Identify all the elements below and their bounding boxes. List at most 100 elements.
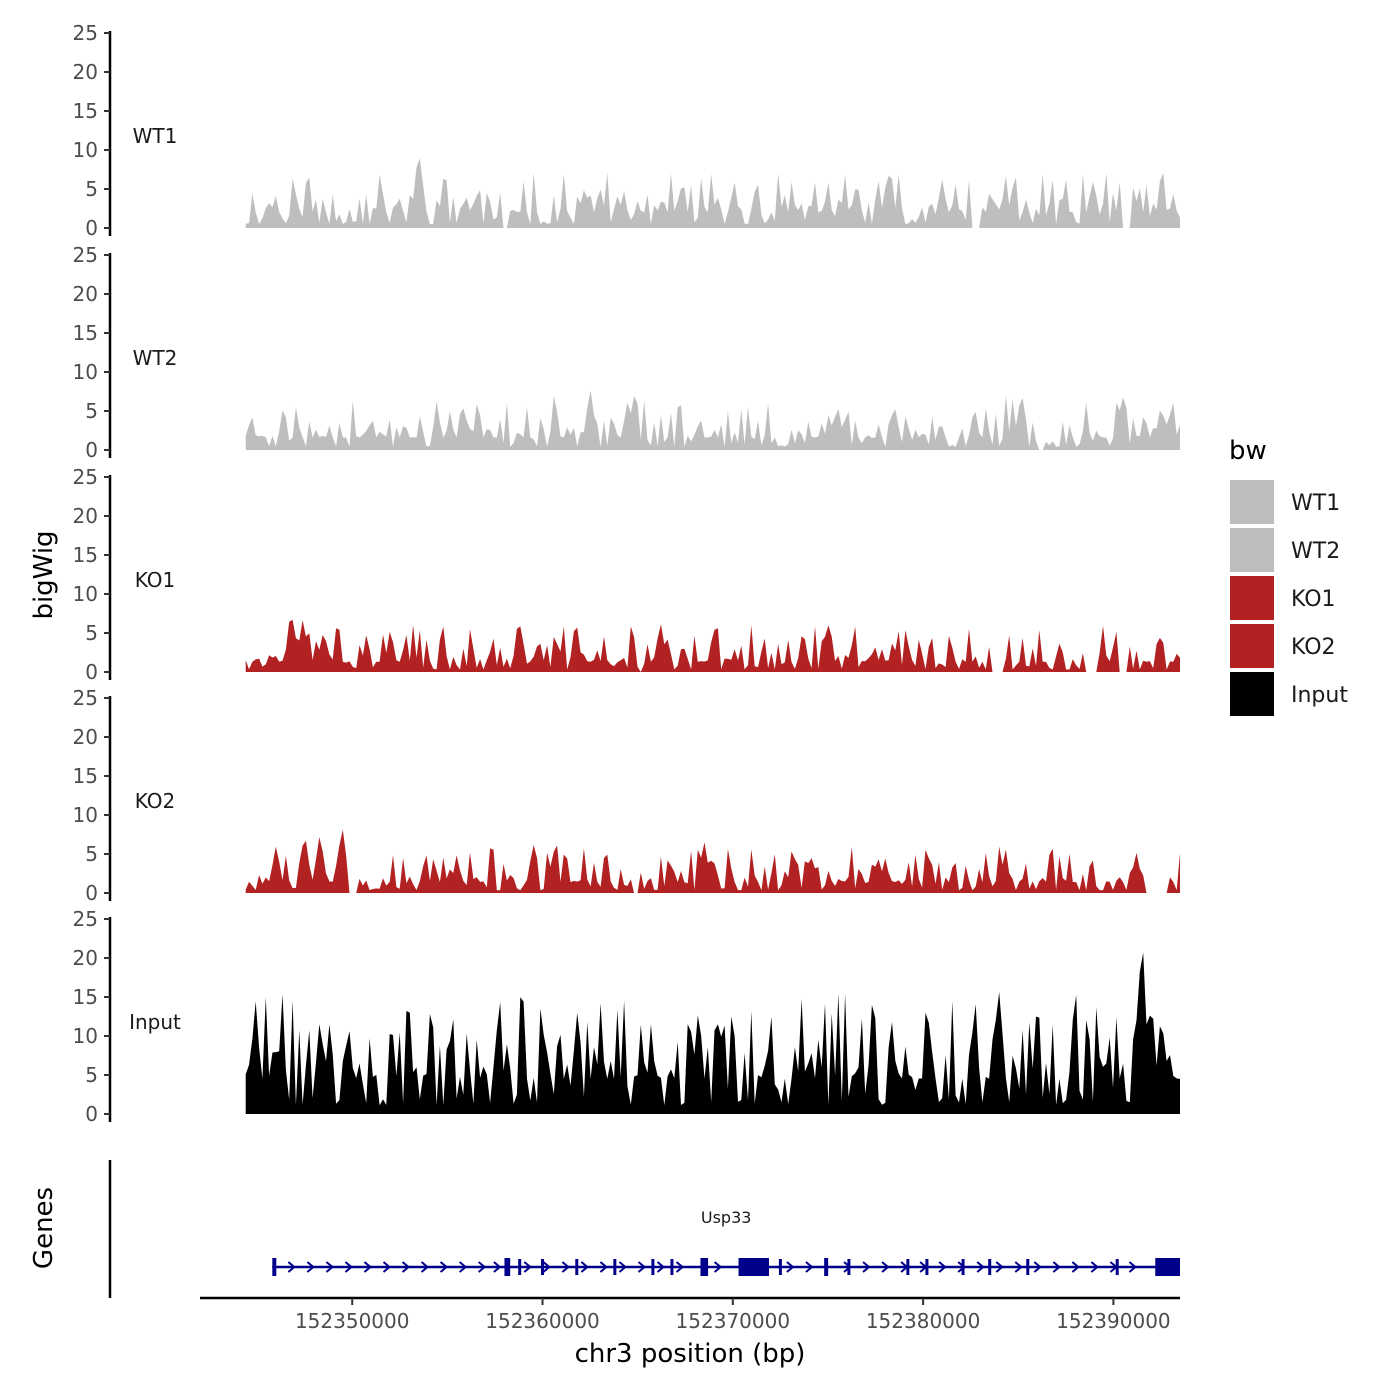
panel-wt1: 0 5 10 15 20 25 WT1 (73, 21, 1180, 240)
exon-mark (518, 1259, 522, 1275)
y-tick-label: 15 (73, 543, 98, 567)
legend: bw WT1 WT2 KO1 KO2 Input (1229, 436, 1348, 716)
x-axis: 152350000 152360000 152370000 152380000 1523… (200, 1296, 1180, 1333)
strand-arrow (618, 1261, 628, 1273)
panel-ko1: 0 5 10 15 20 25 KO1 (73, 465, 1180, 684)
x-tick-label: 152370000 (676, 1309, 791, 1333)
coverage-area-wt1 (245, 158, 1180, 228)
exon-mark (1115, 1259, 1119, 1275)
exon-mark (961, 1259, 965, 1275)
strand-arrow (976, 1261, 985, 1273)
strand-arrow (1033, 1261, 1042, 1273)
y-tick-label: 5 (85, 621, 98, 645)
strand-arrow (713, 1261, 723, 1273)
y-tick-label: 0 (85, 881, 98, 905)
x-axis-title: chr3 position (bp) (575, 1339, 806, 1369)
strand-arrow (786, 1261, 795, 1273)
y-tick-label: 20 (73, 60, 98, 84)
y-tick-label: 15 (73, 99, 98, 123)
strand-arrow (401, 1261, 411, 1273)
track-label-ko1: KO1 (135, 568, 176, 592)
strand-arrow (523, 1261, 532, 1273)
coverage-area-ko1 (245, 619, 1180, 672)
exon (272, 1258, 277, 1276)
strand-arrow (325, 1261, 334, 1273)
exon-mark (651, 1259, 655, 1275)
track-label-ko2: KO2 (135, 789, 176, 813)
strand-arrow (363, 1261, 373, 1273)
y-tick-label: 10 (73, 138, 98, 162)
y-tick-label: 15 (73, 764, 98, 788)
panel-wt2: 0 5 10 15 20 25 WT2 (73, 243, 1180, 462)
exon-mark (670, 1259, 674, 1275)
exon-mark (925, 1259, 929, 1275)
strand-arrow (938, 1261, 947, 1273)
exon (738, 1258, 769, 1276)
legend-label-ko1: KO1 (1291, 587, 1336, 612)
strand-arrow (542, 1261, 551, 1273)
strand-arrow (477, 1261, 487, 1273)
legend-key-wt2 (1230, 528, 1274, 572)
y-tick-label: 0 (85, 216, 98, 240)
legend-label-wt1: WT1 (1291, 491, 1340, 516)
exon (1155, 1258, 1180, 1276)
exon-mark (906, 1259, 910, 1275)
exon-mark (988, 1259, 992, 1275)
genes-axis-title: Genes (29, 1187, 59, 1269)
strand-arrow (420, 1261, 430, 1273)
y-tick-label: 25 (73, 686, 98, 710)
strand-arrow (599, 1261, 608, 1273)
strand-arrow (306, 1261, 315, 1273)
y-tick-label: 0 (85, 438, 98, 462)
y-tick-label: 20 (73, 282, 98, 306)
y-tick-label: 10 (73, 1024, 98, 1048)
strand-arrow (580, 1261, 589, 1273)
y-tick-label: 25 (73, 243, 98, 267)
legend-key-ko1 (1230, 576, 1274, 620)
strand-arrow (1014, 1261, 1023, 1273)
strand-arrow (287, 1261, 296, 1273)
exon-mark (575, 1259, 579, 1275)
coverage-area-input (245, 952, 1180, 1114)
y-tick-label: 10 (73, 582, 98, 606)
strand-arrow (439, 1261, 449, 1273)
exon (504, 1258, 511, 1276)
strand-arrow (1090, 1261, 1099, 1273)
exon-mark (541, 1259, 545, 1275)
panel-input: 0 5 10 15 20 25 Input (73, 907, 1180, 1126)
legend-key-wt1 (1230, 480, 1274, 524)
y-tick-label: 10 (73, 803, 98, 827)
strand-arrow (458, 1261, 468, 1273)
exon-mark (847, 1259, 851, 1275)
y-tick-label: 5 (85, 177, 98, 201)
y-tick-label: 20 (73, 725, 98, 749)
strand-arrow (637, 1261, 647, 1273)
strand-arrow (1071, 1261, 1080, 1273)
legend-key-input (1230, 672, 1274, 716)
y-tick-label: 25 (73, 21, 98, 45)
coverage-area-ko2 (245, 829, 1180, 893)
gene-usp33: Usp33 (272, 1208, 1180, 1276)
y-tick-label: 20 (73, 504, 98, 528)
exon-mark (613, 1259, 617, 1275)
y-tick-label: 25 (73, 907, 98, 931)
strand-arrow (344, 1261, 353, 1273)
y-tick-label: 0 (85, 1102, 98, 1126)
strand-arrow (995, 1261, 1004, 1273)
legend-label-input: Input (1291, 683, 1348, 708)
y-tick-label: 5 (85, 399, 98, 423)
legend-title: bw (1229, 436, 1267, 466)
strand-arrow (805, 1261, 814, 1273)
x-tick-label: 152390000 (1056, 1309, 1171, 1333)
strand-arrow (1052, 1261, 1061, 1273)
exon-mark (1026, 1259, 1030, 1275)
y-axis-title: bigWig (29, 530, 59, 619)
legend-label-ko2: KO2 (1291, 635, 1336, 660)
y-tick-label: 0 (85, 660, 98, 684)
x-tick-label: 152350000 (295, 1309, 410, 1333)
gene-name-label: Usp33 (701, 1208, 752, 1227)
exon (700, 1258, 709, 1276)
strand-arrow (862, 1261, 871, 1273)
strand-arrow (1128, 1261, 1137, 1273)
